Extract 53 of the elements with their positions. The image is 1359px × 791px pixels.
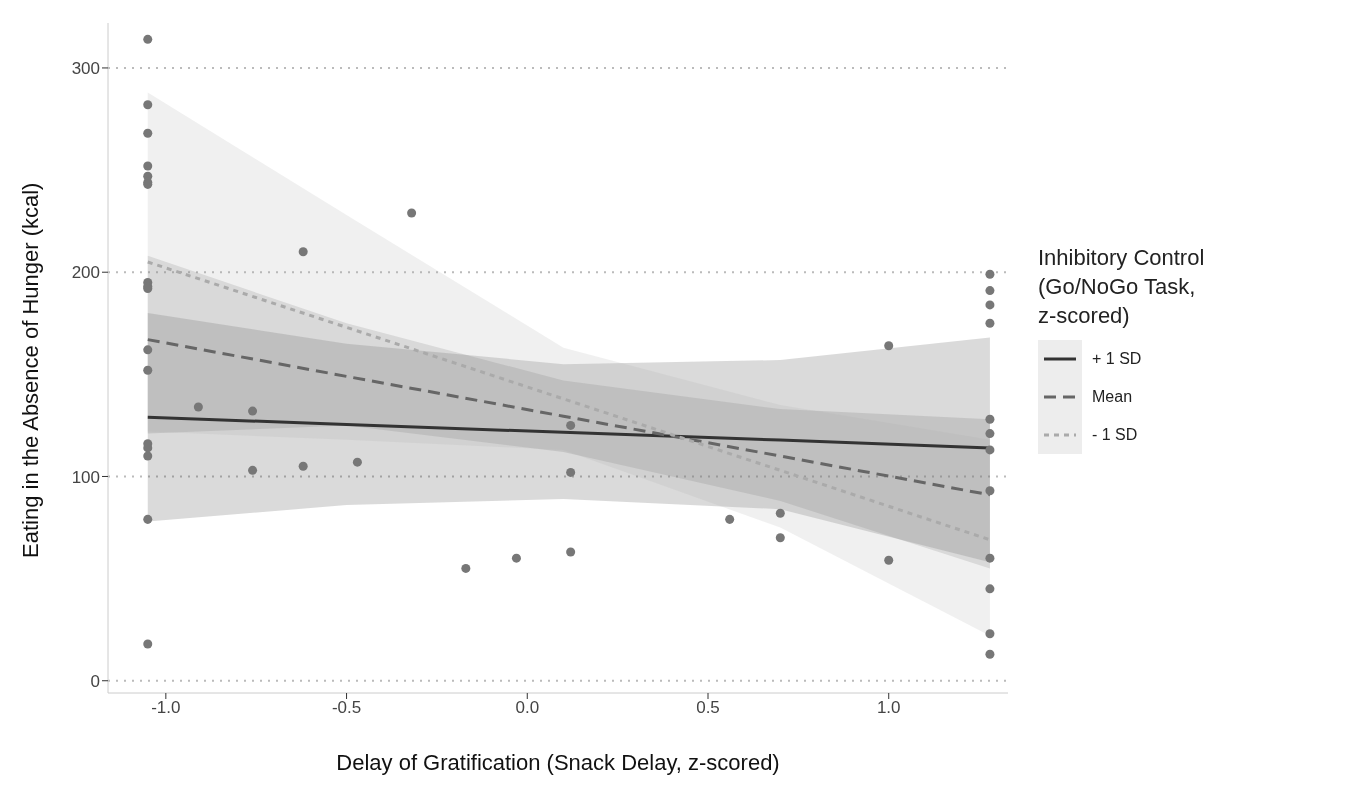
point — [985, 486, 995, 496]
y-tick-label: 100 — [71, 467, 100, 487]
x-axis-title: Delay of Gratification (Snack Delay, z-scored) — [336, 750, 780, 775]
point — [143, 34, 153, 44]
point — [985, 429, 995, 439]
point — [985, 318, 995, 328]
point — [143, 161, 153, 171]
point — [566, 467, 576, 477]
point — [407, 208, 417, 218]
point — [775, 508, 785, 518]
point — [143, 128, 153, 138]
x-tick-label: 0.5 — [696, 698, 720, 718]
point — [143, 345, 153, 355]
point — [884, 341, 894, 351]
x-tick-label: -1.0 — [151, 698, 181, 718]
legend-label: Mean — [1092, 388, 1133, 406]
x-tick-label: 1.0 — [876, 698, 901, 718]
point — [985, 584, 995, 594]
point — [985, 629, 995, 639]
point — [143, 365, 153, 375]
point — [248, 406, 258, 416]
point — [511, 553, 521, 563]
point — [298, 247, 308, 257]
point — [985, 269, 995, 279]
point — [248, 465, 258, 475]
point — [985, 553, 995, 563]
point — [193, 402, 203, 412]
point — [566, 547, 576, 557]
legend-label: + 1 SD — [1092, 350, 1142, 368]
point — [143, 451, 153, 461]
x-tick-label: -0.5 — [331, 698, 362, 718]
point — [884, 555, 894, 565]
point — [143, 639, 153, 649]
point — [985, 414, 995, 424]
point — [566, 420, 576, 430]
point — [298, 461, 308, 471]
legend-label: - 1 SD — [1092, 426, 1138, 444]
y-tick-label: 300 — [71, 58, 100, 78]
point — [775, 533, 785, 543]
point — [985, 286, 995, 296]
point — [985, 300, 995, 310]
point — [352, 457, 362, 467]
y-tick-label: 200 — [71, 263, 100, 283]
point — [143, 514, 153, 524]
y-axis-title: Eating in the Absence of Hunger (kcal) — [17, 182, 43, 558]
x-tick-label: 0.0 — [515, 698, 540, 718]
point — [143, 100, 153, 110]
point — [461, 563, 471, 573]
point — [725, 514, 735, 524]
legend-title: Inhibitory Control (Go/NoGo Task, z-scored) — [1038, 244, 1205, 330]
point — [985, 445, 995, 455]
y-tick-label: 0 — [90, 671, 100, 691]
point — [985, 649, 995, 659]
